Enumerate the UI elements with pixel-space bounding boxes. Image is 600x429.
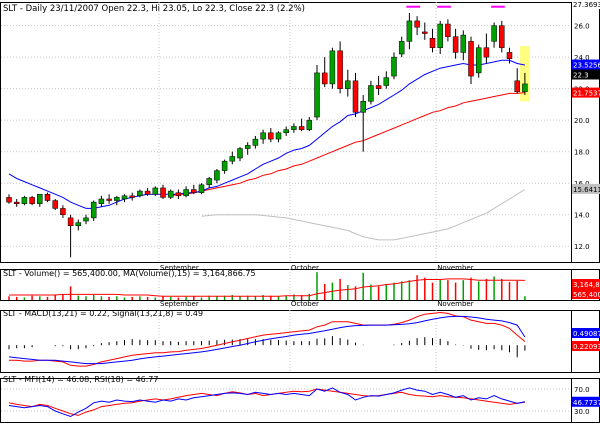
price-last-top: 27.3693 bbox=[573, 1, 600, 9]
candle-body bbox=[230, 156, 235, 161]
mfi-panel-frame bbox=[1, 379, 572, 423]
macd-month-label: September bbox=[160, 300, 199, 308]
candle-body bbox=[122, 196, 127, 199]
rsi-last-label: 46.7737 bbox=[573, 399, 600, 407]
candle-body bbox=[376, 86, 381, 89]
candle-body bbox=[184, 190, 189, 196]
candle-body bbox=[476, 48, 481, 73]
candle-body bbox=[507, 52, 512, 58]
candle-body bbox=[284, 130, 289, 133]
price-tick-label: 12.0 bbox=[574, 243, 590, 251]
price-tick-label: 18.0 bbox=[574, 149, 590, 157]
macd-legend: SLT - MACD(13,21) = 0.22, Signal(13,21,8… bbox=[3, 309, 203, 318]
candle-body bbox=[453, 37, 458, 53]
candle-body bbox=[214, 171, 219, 180]
chart-title: SLT - Daily 23/11/2007 Open 22.3, Hi 23.… bbox=[3, 4, 305, 14]
candle-body bbox=[315, 73, 320, 117]
macd-value-label: 0.220935 bbox=[573, 343, 600, 351]
candle-body bbox=[91, 202, 96, 218]
candle-body bbox=[107, 199, 112, 201]
price-panel-axis-frame bbox=[572, 3, 600, 263]
candle-body bbox=[430, 38, 435, 47]
candle-body bbox=[392, 57, 397, 76]
candle-body bbox=[99, 199, 104, 204]
candle-body bbox=[161, 188, 166, 197]
candle-body bbox=[330, 51, 335, 84]
volume-legend: SLT - Volume() = 565,400.00, MA(Volume()… bbox=[3, 269, 256, 278]
candle-body bbox=[207, 178, 212, 184]
candle-body bbox=[76, 223, 81, 226]
candle-body bbox=[145, 191, 150, 194]
candle-body bbox=[168, 191, 173, 197]
volume-ma-label: 3,164,866 bbox=[573, 281, 600, 289]
candle-body bbox=[276, 133, 281, 139]
candle-body bbox=[291, 126, 296, 129]
volume-last-label: 565,400 bbox=[573, 291, 600, 299]
mfi-30-label: 30.0 bbox=[574, 408, 590, 416]
candle-body bbox=[515, 81, 520, 92]
candle-body bbox=[37, 194, 42, 203]
candle-body bbox=[153, 188, 158, 194]
candle-body bbox=[399, 41, 404, 54]
candle-body bbox=[261, 133, 266, 139]
candle-body bbox=[299, 126, 304, 129]
candle-body bbox=[361, 101, 366, 112]
candle-body bbox=[499, 26, 504, 48]
mfi-70-label: 70.0 bbox=[574, 386, 590, 394]
price-last-ma-short: 23.5256 bbox=[573, 62, 600, 70]
candle-body bbox=[45, 194, 50, 200]
candle-body bbox=[268, 133, 273, 139]
price-tick-label: 26.0 bbox=[574, 23, 590, 31]
candle-body bbox=[322, 73, 327, 84]
candle-body bbox=[253, 139, 258, 145]
candle-body bbox=[222, 161, 227, 170]
candle-body bbox=[415, 21, 420, 27]
candle-body bbox=[22, 197, 27, 203]
mfi-legend: SLT - MFI(14) = 46.08, RSI(18) = 46.77 bbox=[3, 375, 158, 384]
candle-body bbox=[199, 185, 204, 193]
candle-body bbox=[14, 202, 19, 204]
candle-body bbox=[245, 145, 250, 148]
candle-body bbox=[407, 21, 412, 41]
candle-body bbox=[238, 149, 243, 158]
candle-body bbox=[307, 120, 312, 129]
candle-body bbox=[68, 218, 73, 226]
candle-body bbox=[353, 81, 358, 113]
candle-body bbox=[30, 197, 35, 203]
candle-body bbox=[492, 26, 497, 42]
price-last-close: 22.3 bbox=[573, 71, 589, 79]
price-last-ma-gray: 15.6411 bbox=[573, 186, 600, 194]
macd-month-label: October bbox=[291, 300, 319, 308]
candle-body bbox=[384, 78, 389, 86]
price-tick-label: 14.0 bbox=[574, 212, 590, 220]
candle-body bbox=[445, 24, 450, 37]
candle-body bbox=[114, 197, 119, 200]
candle-body bbox=[345, 81, 350, 89]
candle-body bbox=[7, 197, 12, 202]
candle-body bbox=[176, 193, 181, 196]
macd-signal-label: 0.490872 bbox=[573, 330, 600, 338]
candle-body bbox=[368, 86, 373, 102]
candle-body bbox=[484, 48, 489, 57]
candle-body bbox=[469, 41, 474, 76]
candle-body bbox=[438, 24, 443, 48]
candle-body bbox=[130, 196, 135, 198]
candle-body bbox=[137, 191, 142, 196]
price-last-ma-long: 21.7537 bbox=[573, 90, 600, 98]
price-tick-label: 20.0 bbox=[574, 117, 590, 125]
price-panel: 12.014.016.018.020.022.024.026.0Septembe… bbox=[1, 0, 600, 272]
volume-month-label: November bbox=[437, 300, 474, 308]
candle-body bbox=[461, 35, 466, 52]
candle-body bbox=[522, 84, 527, 92]
candle-body bbox=[53, 201, 58, 209]
candle-body bbox=[422, 32, 427, 34]
candle-body bbox=[84, 218, 89, 221]
candle-body bbox=[191, 190, 196, 193]
candle-body bbox=[338, 51, 343, 89]
candle-body bbox=[60, 208, 65, 214]
